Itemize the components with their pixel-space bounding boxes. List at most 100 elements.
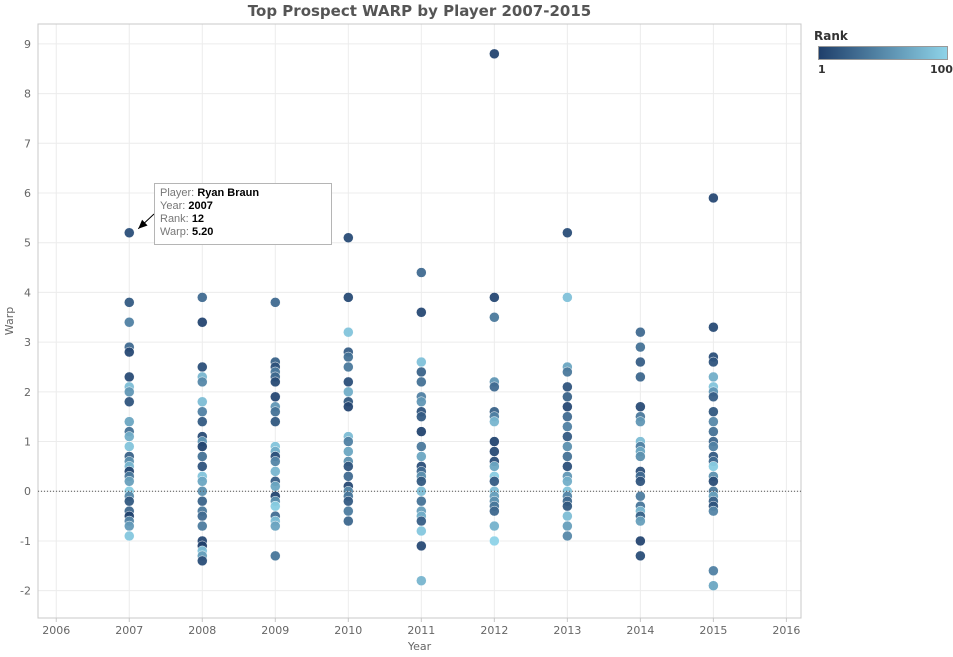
data-point xyxy=(197,406,208,417)
data-point xyxy=(635,451,646,462)
data-point xyxy=(124,346,135,358)
x-tick-label: 2010 xyxy=(334,624,362,637)
data-point xyxy=(343,446,354,457)
data-point xyxy=(343,461,354,472)
data-point xyxy=(562,391,573,403)
data-point xyxy=(489,535,500,547)
data-point xyxy=(489,416,500,427)
data-point xyxy=(270,466,281,477)
data-point xyxy=(270,297,281,308)
data-points xyxy=(124,48,719,591)
y-tick-label: 5 xyxy=(24,237,31,250)
data-point xyxy=(635,326,646,338)
data-point xyxy=(635,476,646,487)
chart-title: Top Prospect WARP by Player 2007-2015 xyxy=(247,2,592,20)
data-point xyxy=(708,476,719,487)
data-point xyxy=(343,292,354,303)
data-point xyxy=(197,316,208,328)
data-point xyxy=(270,550,281,562)
data-point xyxy=(416,485,427,497)
data-point xyxy=(343,232,354,243)
legend-color-ramp xyxy=(818,46,948,60)
data-point xyxy=(416,451,427,462)
x-tick-label: 2015 xyxy=(699,624,727,637)
data-point xyxy=(708,192,719,204)
x-tick-label: 2007 xyxy=(115,624,143,637)
tooltip-warp-key: Warp: xyxy=(160,226,189,238)
y-tick-label: 0 xyxy=(24,485,31,498)
x-tick-label: 2011 xyxy=(407,624,435,637)
data-point xyxy=(708,406,719,417)
data-point xyxy=(635,490,646,502)
legend-min-label: 1 xyxy=(818,63,826,76)
tooltip-year-row: Year: 2007 xyxy=(160,200,326,213)
data-point xyxy=(708,416,719,427)
data-point xyxy=(343,326,354,338)
data-point xyxy=(562,421,573,432)
data-point xyxy=(124,386,135,398)
tooltip-arrow xyxy=(137,213,155,230)
data-point xyxy=(270,481,281,492)
legend-max-label: 100 xyxy=(930,63,953,76)
data-point xyxy=(489,292,500,303)
data-point xyxy=(270,520,281,532)
x-tick-label: 2006 xyxy=(42,624,70,637)
data-point xyxy=(562,476,573,487)
data-point xyxy=(197,396,208,408)
data-point xyxy=(708,391,719,403)
data-point xyxy=(489,381,500,393)
data-point xyxy=(343,361,354,373)
data-point xyxy=(416,441,427,452)
y-tick-label: -1 xyxy=(20,535,31,548)
data-tooltip: Player: Ryan Braun Year: 2007 Rank: 12 W… xyxy=(154,183,332,245)
data-point xyxy=(416,476,427,487)
data-point xyxy=(562,520,573,532)
data-point xyxy=(416,426,427,437)
tooltip-player-value: Ryan Braun xyxy=(197,187,260,199)
x-tick-label: 2009 xyxy=(261,624,289,637)
data-point xyxy=(562,461,573,472)
data-point xyxy=(270,500,281,512)
tooltip-warp-value: 5.20 xyxy=(192,226,214,238)
data-point xyxy=(124,297,135,308)
tooltip-rank-key: Rank: xyxy=(160,213,189,225)
data-point xyxy=(343,436,354,447)
data-point xyxy=(416,307,427,318)
data-point xyxy=(635,515,646,527)
data-point xyxy=(343,515,354,527)
y-tick-label: 7 xyxy=(24,137,31,150)
data-point xyxy=(343,376,354,388)
data-point xyxy=(270,416,281,427)
y-tick-label: 9 xyxy=(24,38,31,51)
data-point xyxy=(124,227,135,239)
data-point xyxy=(124,495,135,507)
data-point xyxy=(124,520,135,532)
y-tick-label: 1 xyxy=(24,436,31,449)
data-point xyxy=(197,510,208,522)
data-point xyxy=(197,292,208,303)
data-point xyxy=(197,416,208,427)
data-point xyxy=(489,505,500,517)
data-point xyxy=(635,535,646,547)
data-point xyxy=(562,366,573,378)
data-point xyxy=(343,351,354,363)
data-point xyxy=(124,316,135,328)
data-point xyxy=(416,366,427,378)
y-tick-label: 2 xyxy=(24,386,31,399)
data-point xyxy=(416,411,427,422)
tooltip-player-key: Player: xyxy=(160,187,195,199)
plot-frame xyxy=(37,23,802,619)
data-point xyxy=(270,406,281,417)
data-point xyxy=(635,371,646,383)
data-point xyxy=(708,461,719,472)
y-tick-label: 6 xyxy=(24,187,31,200)
data-point xyxy=(124,371,135,383)
data-point xyxy=(489,520,500,532)
data-point xyxy=(708,580,719,591)
data-point xyxy=(562,401,573,412)
data-point xyxy=(562,451,573,462)
data-point xyxy=(270,391,281,403)
data-point xyxy=(416,495,427,507)
data-point xyxy=(635,401,646,412)
data-point xyxy=(416,267,427,278)
